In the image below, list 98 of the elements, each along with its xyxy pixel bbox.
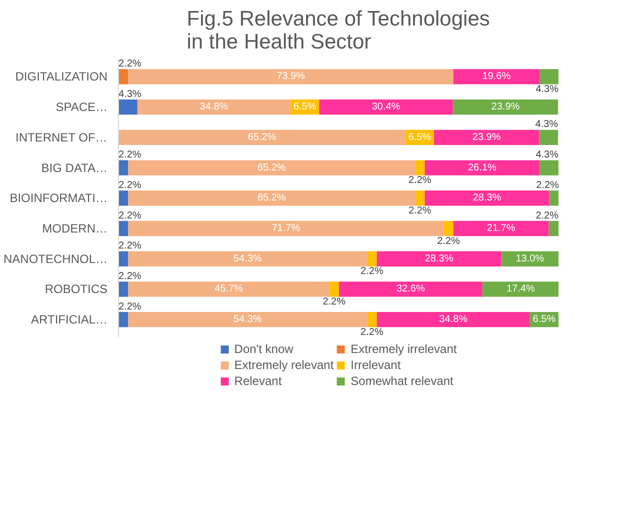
bar xyxy=(128,282,330,297)
chart-title: Fig.5 Relevance of Technologies in the Health Sector xyxy=(186,8,490,54)
bar xyxy=(415,160,425,176)
bar xyxy=(128,251,368,266)
y-tick-label: BIOINFORMATI… xyxy=(10,191,108,206)
bar xyxy=(128,312,368,328)
data-label: 32.6% xyxy=(396,284,425,295)
data-label: 4.3% xyxy=(536,150,559,161)
legend-label: Don't know xyxy=(234,342,294,356)
bar xyxy=(118,130,406,146)
bar xyxy=(118,160,128,176)
bar xyxy=(137,99,291,115)
data-label: 6.5% xyxy=(293,102,316,113)
data-label: 2.2% xyxy=(536,180,560,191)
data-label: 2.2% xyxy=(536,210,559,222)
bar xyxy=(118,312,128,328)
bar xyxy=(453,220,549,236)
bar xyxy=(367,312,377,328)
bar xyxy=(319,99,453,115)
bar xyxy=(424,160,540,176)
bar xyxy=(376,251,502,266)
data-label: 2.2% xyxy=(118,150,142,161)
bar xyxy=(118,282,128,297)
data-label: 73.9% xyxy=(276,71,306,82)
data-label: 19.6% xyxy=(482,71,511,82)
y-tick-label: DIGITALIZATION xyxy=(15,70,108,84)
data-label: 21.7% xyxy=(486,223,516,234)
bar xyxy=(415,190,425,206)
data-label: 54.3% xyxy=(233,314,262,326)
y-tick-label: ARTIFICIAL… xyxy=(31,312,108,327)
bar xyxy=(118,251,128,266)
bar xyxy=(424,190,550,206)
data-label: 28.3% xyxy=(424,253,454,264)
data-label: 65.2% xyxy=(257,192,286,204)
bar xyxy=(128,220,444,236)
bar xyxy=(329,282,339,297)
bar xyxy=(367,251,377,266)
data-label: 4.3% xyxy=(118,88,142,100)
data-label: 65.2% xyxy=(248,132,276,143)
bar xyxy=(128,190,416,206)
data-label: 2.2% xyxy=(360,326,384,338)
data-label: 2.2% xyxy=(118,270,142,282)
legend-label: Irrelevant xyxy=(350,358,401,372)
data-label: 28.3% xyxy=(472,192,502,204)
legend-label: Relevant xyxy=(234,374,282,388)
legend-label: Extremely relevant xyxy=(234,358,334,372)
bar xyxy=(128,69,454,84)
bar xyxy=(338,282,482,297)
data-label: 54.3% xyxy=(233,253,262,264)
data-label: 23.9% xyxy=(491,102,520,113)
data-label: 65.2% xyxy=(257,162,286,174)
legend-label: Somewhat relevant xyxy=(350,374,454,388)
legend-label: Extremely irrelevant xyxy=(350,342,457,356)
data-label: 6.5% xyxy=(532,314,556,326)
y-tick-label: NANOTECHNOL… xyxy=(3,252,108,266)
bar xyxy=(548,220,558,236)
data-label: 23.9% xyxy=(472,132,501,143)
data-label: 2.2% xyxy=(360,266,384,278)
data-label: 2.2% xyxy=(322,296,346,308)
data-label: 2.2% xyxy=(118,180,142,191)
bar xyxy=(376,312,530,328)
bar xyxy=(540,69,558,84)
bar xyxy=(452,99,558,115)
bar xyxy=(540,160,558,176)
data-label: 2.2% xyxy=(118,240,142,252)
data-label: 2.2% xyxy=(118,210,142,222)
y-tick-label: INTERNET OF… xyxy=(16,130,108,144)
data-label: 2.2% xyxy=(118,58,142,70)
bar xyxy=(539,130,558,146)
y-tick-label: SPACE… xyxy=(56,100,108,114)
y-tick-label: MODERN… xyxy=(42,222,108,236)
bar xyxy=(549,190,558,206)
data-label: 2.2% xyxy=(408,175,432,186)
y-tick-label: ROBOTICS xyxy=(44,282,108,296)
data-label: 17.4% xyxy=(506,284,535,295)
data-label: 34.8% xyxy=(439,314,468,326)
bar xyxy=(444,220,454,236)
bar xyxy=(128,160,416,176)
bar xyxy=(482,282,558,297)
bar xyxy=(118,190,128,206)
data-label: 6.5% xyxy=(408,132,432,143)
data-label: 71.7% xyxy=(272,223,300,234)
data-label: 45.7% xyxy=(214,284,244,295)
bar xyxy=(434,130,540,146)
data-label: 2.2% xyxy=(118,301,142,312)
data-label: 4.3% xyxy=(535,119,558,130)
y-tick-label: BIG DATA… xyxy=(41,160,108,175)
bar xyxy=(118,220,128,236)
bar xyxy=(118,69,128,84)
bar xyxy=(453,69,540,84)
data-label: 34.8% xyxy=(200,102,228,113)
data-label: 13.0% xyxy=(516,253,544,264)
data-label: 26.1% xyxy=(468,162,496,174)
data-label: 2.2% xyxy=(408,205,432,216)
bar xyxy=(118,99,138,115)
data-label: 30.4% xyxy=(372,102,400,113)
data-label: 2.2% xyxy=(437,236,460,247)
data-label: 4.3% xyxy=(536,84,559,95)
